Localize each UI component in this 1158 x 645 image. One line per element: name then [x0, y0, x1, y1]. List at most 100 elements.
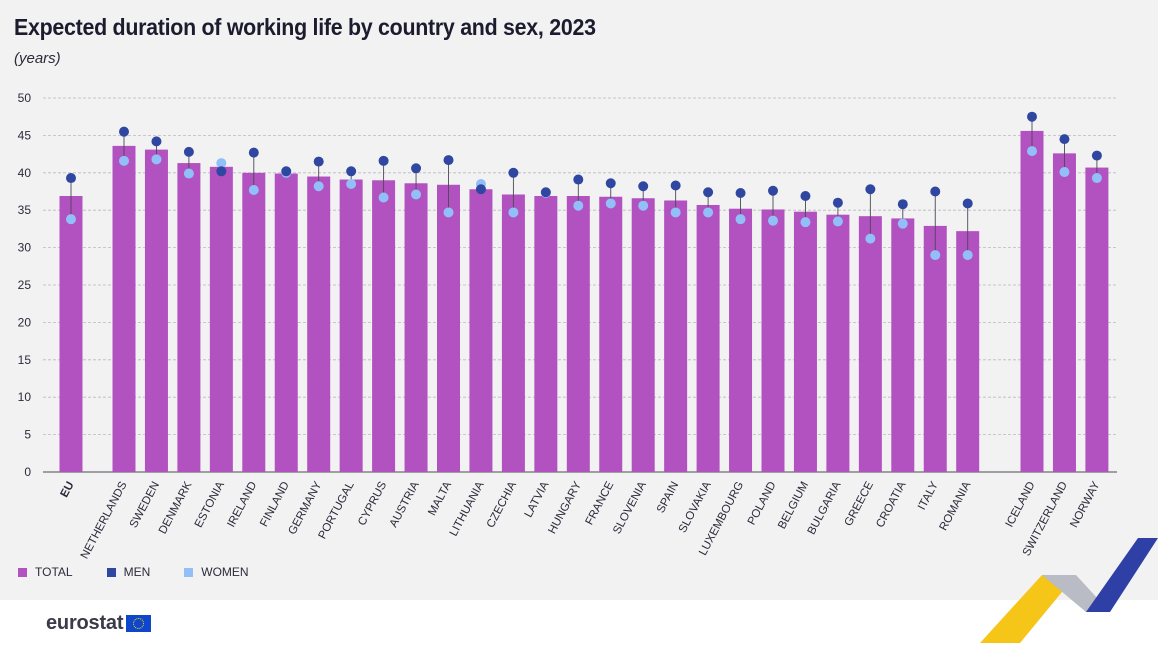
marker-men-greece	[865, 184, 876, 195]
y-tick-label: 50	[18, 91, 32, 105]
bar-total-france	[599, 196, 623, 472]
marker-women-poland	[768, 215, 778, 226]
x-tick-label-latvia: LATVIA	[523, 479, 552, 519]
marker-women-malta	[443, 207, 454, 218]
marker-men-italy	[930, 186, 941, 197]
y-tick-label: 0	[24, 465, 31, 479]
bar-total-eu	[59, 195, 83, 472]
marker-men-croatia	[897, 199, 908, 210]
y-tick-label: 30	[18, 241, 32, 255]
x-tick-label-malta: MALTA	[426, 479, 454, 517]
bar-total-denmark	[177, 163, 201, 473]
marker-women-switzerland	[1059, 167, 1070, 178]
marker-men-finland	[281, 166, 292, 177]
marker-women-ireland	[248, 185, 259, 196]
marker-women-spain	[670, 207, 681, 218]
marker-men-bulgaria	[832, 197, 843, 208]
bar-total-finland	[274, 173, 298, 472]
marker-women-belgium	[800, 217, 811, 228]
x-tick-label-poland: POLAND	[746, 480, 779, 527]
bar-total-cyprus	[372, 180, 396, 472]
x-tick-label-slovenia: SLOVENIA	[611, 479, 649, 536]
marker-men-lithuania	[475, 184, 486, 195]
x-tick-label-sweden: SWEDEN	[128, 480, 162, 530]
eu-flag-icon	[126, 615, 152, 632]
marker-women-germany	[313, 181, 324, 192]
bar-total-malta	[437, 184, 460, 472]
x-tick-label-bulgaria: BULGARIA	[806, 479, 844, 536]
bar-total-switzerland	[1052, 153, 1076, 473]
x-tick-label-czechia: CZECHIA	[485, 479, 519, 529]
x-tick-label-hungary: HUNGARY	[546, 479, 584, 536]
x-tick-label-netherlands: NETHERLANDS	[79, 479, 130, 561]
legend-label-total: TOTAL	[35, 565, 73, 579]
marker-men-estonia	[216, 166, 227, 177]
x-tick-label-croatia: CROATIA	[874, 479, 908, 529]
eurostat-logo: eurostat	[46, 612, 152, 635]
marker-women-luxembourg	[735, 214, 746, 225]
legend-item-women: WOMEN	[184, 565, 249, 579]
x-tick-label-eu: EU	[59, 480, 77, 500]
marker-men-iceland	[1027, 111, 1037, 122]
x-tick-label-romania: ROMANIA	[938, 479, 974, 532]
bar-total-austria	[404, 183, 428, 472]
bar-total-italy	[923, 225, 947, 472]
legend-swatch-total	[18, 567, 27, 577]
x-axis-labels: EU NETHERLANDSSWEDENDENMARKESTONIAIRELAND…	[59, 479, 1103, 561]
legend-swatch-men	[106, 567, 116, 577]
marker-men-poland	[768, 185, 778, 196]
marker-men-eu	[66, 173, 76, 184]
markers	[66, 111, 1102, 261]
bar-chart: 0 5 10 15 20 25 30 35 40 45 50 EU NETHERLANDSSWEDEN…	[18, 91, 1117, 561]
bar-total-latvia	[534, 195, 558, 472]
marker-women-czechia	[508, 207, 519, 218]
x-tick-label-norway: NORWAY	[1068, 479, 1102, 529]
marker-men-switzerland	[1059, 134, 1070, 145]
brand-name: eurostat	[46, 612, 124, 634]
marker-women-estonia	[216, 158, 227, 169]
marker-men-denmark	[183, 146, 194, 157]
marker-women-hungary	[573, 200, 584, 211]
legend-label-men: MEN	[123, 565, 151, 579]
marker-men-netherlands	[119, 126, 129, 137]
marker-women-greece	[865, 233, 876, 244]
marker-women-austria	[411, 189, 422, 200]
bar-total-estonia	[209, 166, 233, 473]
bar-total-slovenia	[631, 198, 655, 472]
x-tick-label-finland: FINLAND	[258, 480, 292, 529]
y-tick-label: 10	[18, 390, 32, 404]
marker-women-portugal	[346, 179, 357, 190]
legend-label-women: WOMEN	[201, 565, 249, 579]
y-tick-label: 35	[18, 203, 32, 217]
bar-total-lithuania	[469, 189, 493, 473]
marker-men-belgium	[800, 190, 811, 201]
bar-total-czechia	[501, 194, 525, 472]
bar-total-poland	[761, 209, 785, 472]
marker-men-france	[605, 178, 616, 189]
bar-total-luxembourg	[729, 208, 753, 473]
x-tick-label-belgium: BELGIUM	[776, 480, 811, 531]
marker-men-germany	[313, 156, 324, 167]
marker-men-romania	[962, 198, 973, 209]
y-axis-ticks: 0 5 10 15 20 25 30 35 40 45 50	[18, 91, 32, 479]
marker-men-norway	[1091, 150, 1102, 161]
legend-item-total: TOTAL	[18, 565, 73, 579]
x-tick-label-france: FRANCE	[584, 479, 617, 527]
marker-men-cyprus	[378, 155, 389, 166]
marker-men-austria	[411, 163, 422, 174]
marker-men-luxembourg	[735, 187, 746, 198]
bar-total-croatia	[891, 218, 915, 472]
bar-total-belgium	[793, 211, 817, 473]
marker-women-slovenia	[638, 200, 649, 211]
marker-men-sweden	[151, 136, 162, 147]
marker-women-eu	[66, 214, 76, 225]
bar-total-norway	[1085, 167, 1109, 472]
marker-men-spain	[670, 180, 681, 191]
marker-women-iceland	[1027, 146, 1037, 157]
legend: TOTAL MEN WOMEN	[18, 565, 249, 579]
x-tick-label-ireland: IRELAND	[225, 480, 259, 530]
bar-total-ireland	[242, 172, 266, 473]
y-tick-label: 25	[18, 278, 32, 292]
x-tick-label-spain: SPAIN	[655, 480, 681, 515]
legend-item-men: MEN	[106, 565, 151, 579]
